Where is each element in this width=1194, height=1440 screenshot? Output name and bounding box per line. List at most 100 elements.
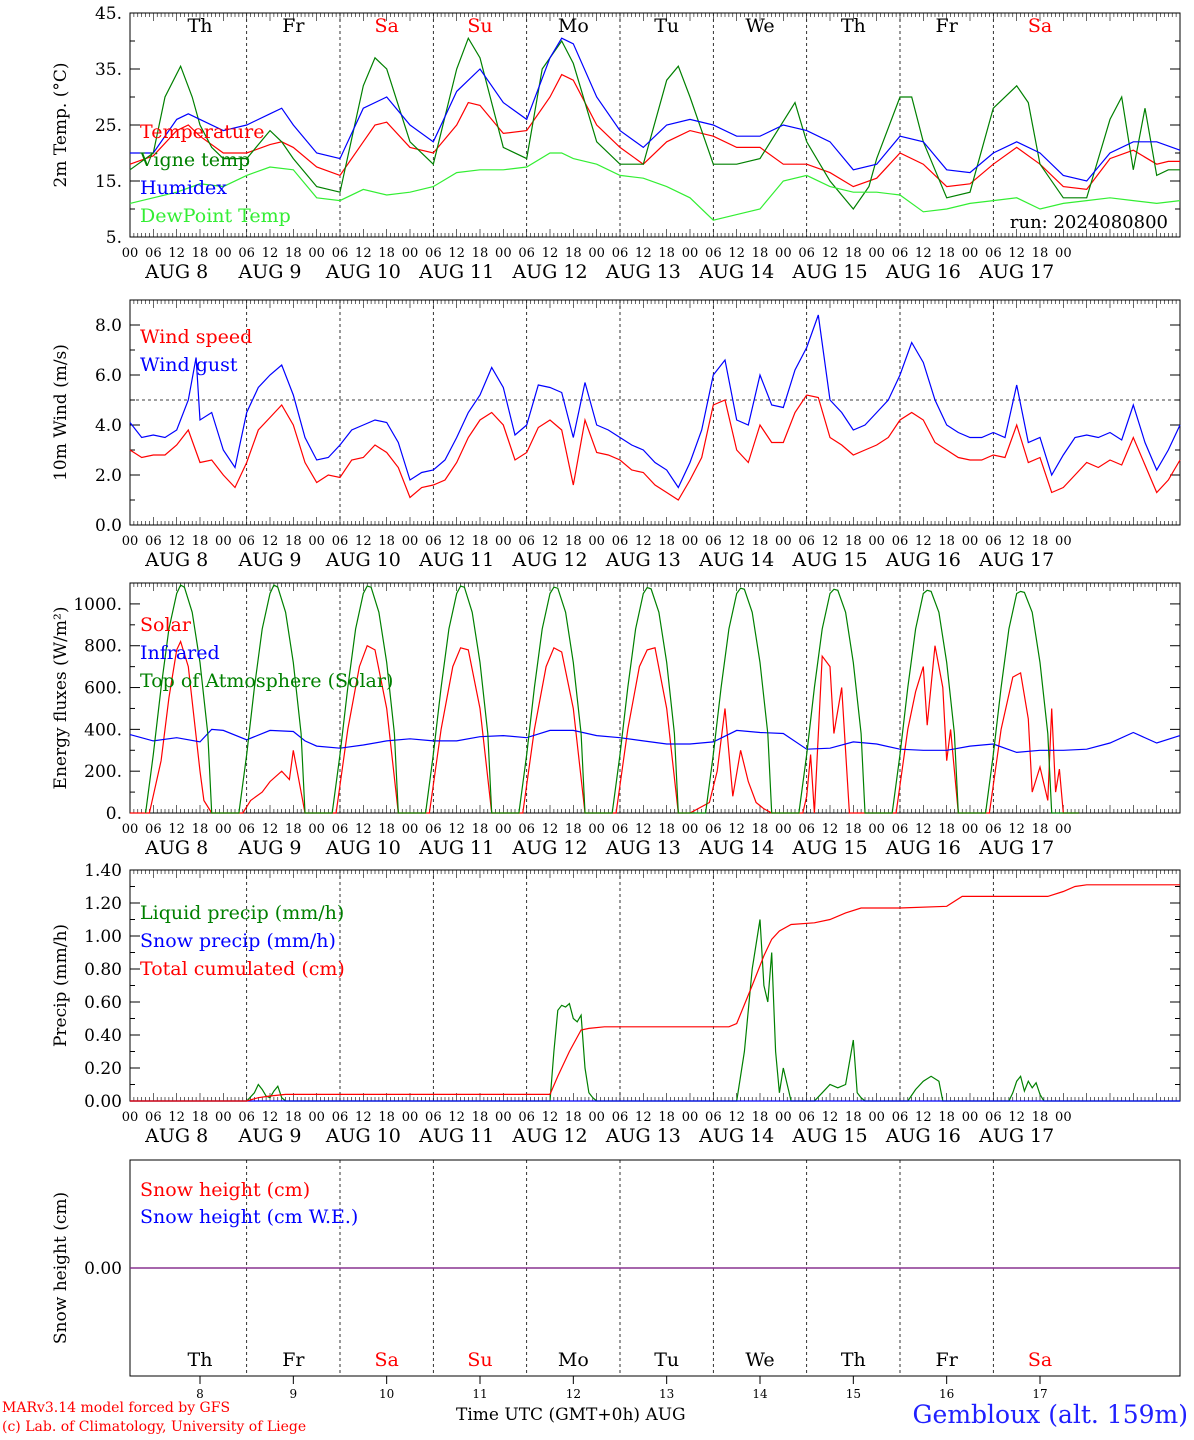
hour-label: 00 [588, 822, 605, 837]
y-tick-label: 600. [84, 679, 122, 699]
hour-label: 00 [215, 246, 232, 261]
hour-label: 18 [472, 246, 489, 261]
panel-2 [129, 299, 1181, 526]
hour-label: 00 [122, 1110, 139, 1125]
run-label: run: 2024080800 [1010, 212, 1168, 233]
hour-label: 18 [472, 534, 489, 549]
date-label: AUG 13 [605, 261, 681, 283]
hour-label: 06 [612, 246, 629, 261]
day-number-label: 9 [290, 1387, 298, 1401]
hour-label: 18 [938, 1110, 955, 1125]
hour-label: 18 [752, 822, 769, 837]
date-label: AUG 17 [978, 837, 1054, 859]
hour-label: 06 [425, 534, 442, 549]
weekday-label: Fr [936, 15, 959, 37]
hour-label: 06 [425, 246, 442, 261]
legend-entry: Temperature [140, 121, 264, 143]
y-axis-title: 10m Wind (m/s) [51, 344, 71, 481]
date-label: AUG 17 [978, 549, 1054, 571]
hour-label: 06 [705, 822, 722, 837]
y-tick-label: 0.60 [84, 993, 122, 1013]
hour-label: 00 [962, 822, 979, 837]
date-label: AUG 10 [325, 837, 401, 859]
hour-label: 12 [635, 1110, 652, 1125]
legend-entry: Total cumulated (cm) [140, 958, 345, 980]
hour-label: 00 [495, 534, 512, 549]
hour-label: 00 [588, 534, 605, 549]
hour-label: 18 [658, 822, 675, 837]
hour-label: 06 [892, 1110, 909, 1125]
hour-label: 06 [892, 246, 909, 261]
hour-label: 00 [868, 822, 885, 837]
date-label: AUG 16 [885, 837, 961, 859]
hour-label: 18 [658, 1110, 675, 1125]
hour-label: 12 [168, 534, 185, 549]
hour-label: 18 [192, 534, 209, 549]
weekday-label: Sa [374, 15, 398, 37]
hour-label: 18 [285, 534, 302, 549]
y-tick-label: 0. [106, 804, 122, 824]
hour-label: 00 [962, 1110, 979, 1125]
y-tick-label: 6.0 [95, 366, 122, 386]
hour-label: 12 [1008, 534, 1025, 549]
series-line-wind-speed [129, 394, 1181, 501]
weekday-label: Sa [1028, 15, 1052, 37]
x-axis-title-text: Time UTC (GMT+0h) [456, 1405, 641, 1425]
date-label: AUG 11 [418, 1125, 494, 1147]
date-label: AUG 13 [605, 837, 681, 859]
hour-label: 00 [215, 534, 232, 549]
hour-label: 12 [542, 822, 559, 837]
hour-label: 00 [868, 1110, 885, 1125]
hour-label: 12 [448, 822, 465, 837]
y-tick-label: 0.80 [84, 960, 122, 980]
hour-label: 12 [168, 822, 185, 837]
hour-label: 18 [192, 1110, 209, 1125]
date-label: AUG 17 [978, 261, 1054, 283]
hour-label: 00 [308, 246, 325, 261]
hour-label: 00 [962, 246, 979, 261]
hour-label: 12 [542, 534, 559, 549]
series-line-humidex [130, 37, 1181, 182]
hour-label: 06 [612, 822, 629, 837]
legend-entry: Snow height (cm W.E.) [140, 1206, 358, 1228]
hour-label: 18 [565, 822, 582, 837]
hour-label: 06 [332, 822, 349, 837]
legend-entry: Snow precip (mm/h) [140, 930, 336, 952]
hour-label: 06 [985, 1110, 1002, 1125]
hour-label: 18 [1032, 1110, 1049, 1125]
legend-entry: Humidex [140, 177, 227, 199]
legend-entry: Wind speed [140, 326, 252, 348]
hour-label: 12 [822, 1110, 839, 1125]
y-tick-label: 200. [84, 762, 122, 782]
y-tick-label: 1.40 [84, 861, 122, 881]
date-label: AUG 14 [698, 549, 774, 571]
series-line-infrared [129, 728, 1181, 754]
date-label: AUG 13 [605, 549, 681, 571]
weekday-label: Fr [936, 1349, 959, 1371]
hour-label: 18 [565, 246, 582, 261]
hour-label: 00 [1055, 534, 1072, 549]
legend-entry: Snow height (cm) [140, 1179, 310, 1201]
hour-label: 18 [845, 534, 862, 549]
hour-label: 18 [1032, 822, 1049, 837]
hour-label: 12 [915, 822, 932, 837]
hour-label: 00 [588, 1110, 605, 1125]
hour-label: 18 [938, 246, 955, 261]
hour-label: 00 [495, 1110, 512, 1125]
hour-label: 00 [215, 822, 232, 837]
date-label: AUG 8 [144, 261, 208, 283]
series-line-temperature [129, 73, 1180, 191]
hour-label: 00 [495, 822, 512, 837]
weekday-label: Su [467, 15, 492, 37]
hour-label: 18 [845, 1110, 862, 1125]
hour-label: 00 [775, 534, 792, 549]
series-line-top-of-atmosphere-solar- [145, 584, 1079, 814]
date-label: AUG 12 [511, 261, 587, 283]
date-label: AUG 15 [791, 837, 867, 859]
hour-label: 06 [145, 1110, 162, 1125]
day-number-label: 17 [1032, 1387, 1047, 1401]
hour-label: 06 [238, 534, 255, 549]
hour-label: 12 [728, 246, 745, 261]
date-label: AUG 13 [605, 1125, 681, 1147]
hour-label: 06 [705, 1110, 722, 1125]
